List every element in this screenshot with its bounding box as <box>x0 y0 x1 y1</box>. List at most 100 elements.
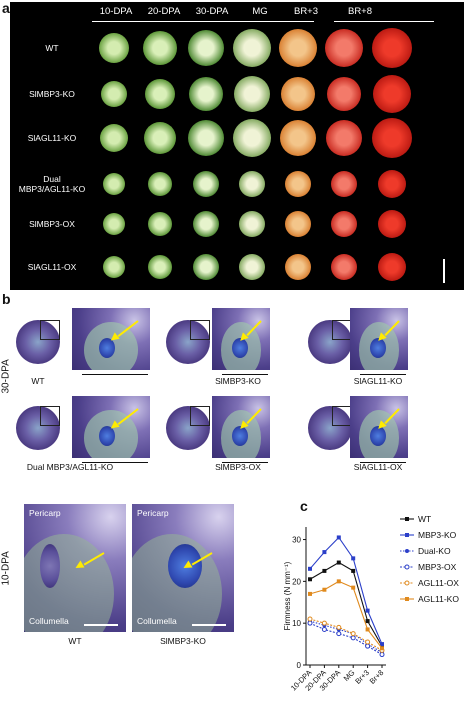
seed <box>99 338 116 358</box>
data-point <box>351 568 356 573</box>
genotype-caption: SlMBP3-OX <box>215 462 261 472</box>
data-point <box>365 639 371 645</box>
legend-label: WT <box>418 514 431 524</box>
data-point <box>322 550 327 555</box>
panel-b-letter: b <box>2 291 11 307</box>
micrograph-whole-section <box>16 406 60 450</box>
seed <box>370 338 387 358</box>
fruit-image <box>239 171 265 197</box>
genotype-label: WT <box>12 43 92 53</box>
y-tick-label: 30 <box>292 536 301 545</box>
genotype-caption: WT <box>68 636 82 646</box>
fruit-image <box>234 76 270 112</box>
panel-b-micrographs: WT SlMBP3-KO SlAGL11-KO Dual MBP3/AGL11-KO S… <box>0 300 467 490</box>
genotype-label: SlAGL11-KO <box>12 133 92 143</box>
fruit-image <box>378 170 406 198</box>
micrograph-10dpa: Pericarp Collumella <box>24 504 126 632</box>
collumella-label: Collumella <box>29 616 69 626</box>
fruit-image <box>145 79 175 109</box>
series-line <box>309 580 383 649</box>
legend-label: MBP3-KO <box>418 530 457 540</box>
y-axis-label: Firmness (N mm⁻¹) <box>283 561 292 630</box>
data-point <box>336 535 341 540</box>
columella-tissue <box>24 534 114 632</box>
data-point <box>365 643 371 649</box>
fruit-image <box>372 118 412 158</box>
legend-marker <box>404 580 410 586</box>
micrograph-zoom <box>350 308 408 370</box>
legend-label: Dual-KO <box>418 546 451 556</box>
fruit-image <box>144 122 176 154</box>
collumella-label: Collumella <box>137 616 177 626</box>
pericarp-label: Pericarp <box>137 508 169 518</box>
genotype-label: SlMBP3-KO <box>12 89 92 99</box>
fruit-image <box>327 77 361 111</box>
panel-a-letter: a <box>2 0 10 16</box>
fruit-image <box>373 75 411 113</box>
fruit-image <box>193 171 219 197</box>
micrograph-whole-section <box>166 406 210 450</box>
zoom-region-box <box>190 320 210 340</box>
genotype-caption: SlAGL11-KO <box>353 376 403 386</box>
stage-underline-right <box>334 21 434 22</box>
zoom-region-box <box>40 320 60 340</box>
data-point <box>350 631 356 637</box>
zoom-region-box <box>40 406 60 426</box>
genotype-caption: Dual MBP3/AGL11-KO <box>26 462 114 472</box>
data-point <box>308 591 312 596</box>
x-tick-label: Br+3 <box>353 668 371 686</box>
y-tick-label: 10 <box>292 619 301 628</box>
fruit-image <box>233 29 271 67</box>
fruit-image <box>326 120 362 156</box>
micrograph-zoom <box>212 308 270 370</box>
fruit-image <box>148 255 172 279</box>
fruit-image <box>281 77 315 111</box>
data-point <box>365 627 370 632</box>
genotype-label-line: MBP3/AGL11-KO <box>18 184 86 194</box>
data-point <box>351 585 356 590</box>
fruit-image <box>99 33 129 63</box>
data-point <box>351 556 356 561</box>
stage-label: BR+8 <box>347 6 373 17</box>
data-point <box>336 624 342 630</box>
legend-label: AGL11-KO <box>418 594 459 604</box>
fruit-image <box>148 212 172 236</box>
genotype-caption: SlMBP3-KO <box>160 636 206 646</box>
genotype-caption: WT <box>31 376 45 386</box>
stage-label: 30-DPA <box>195 6 229 17</box>
seed <box>40 544 60 588</box>
data-point <box>336 579 341 584</box>
legend-marker <box>405 533 409 537</box>
scale-bar <box>84 624 118 626</box>
seed <box>370 426 387 446</box>
micrograph-whole-section <box>308 320 352 364</box>
fruit-image <box>279 29 317 67</box>
legend-label: MBP3-OX <box>418 562 457 572</box>
legend-marker <box>405 597 409 601</box>
genotype-label: SlMBP3-OX <box>12 219 92 229</box>
data-point <box>307 620 313 626</box>
scale-bar <box>360 462 406 463</box>
stage-label: 10-DPA <box>99 6 133 17</box>
data-point <box>350 635 356 641</box>
fruit-image <box>239 254 265 280</box>
panel-10dpa-micrographs: Pericarp Collumella WT Pericarp Collumella Sl… <box>0 500 290 698</box>
data-point <box>380 646 384 651</box>
data-point <box>336 560 341 565</box>
genotype-caption: SlAGL11-OX <box>353 462 403 472</box>
scale-bar <box>192 624 226 626</box>
micrograph-zoom <box>72 308 150 370</box>
pericarp-label: Pericarp <box>29 508 61 518</box>
micrograph-whole-section <box>16 320 60 364</box>
fruit-image <box>325 29 363 67</box>
fruit-image <box>193 254 219 280</box>
scale-bar <box>222 374 268 375</box>
data-point <box>321 626 327 632</box>
y-tick-label: 0 <box>297 661 302 670</box>
genotype-labels: WT SlMBP3-KO SlAGL11-KO Dual MBP3/AGL11-KO Sl… <box>12 24 92 290</box>
series-line <box>309 561 383 647</box>
data-point <box>322 568 327 573</box>
micrograph-zoom <box>72 396 150 458</box>
y-tick-label: 20 <box>292 577 301 586</box>
